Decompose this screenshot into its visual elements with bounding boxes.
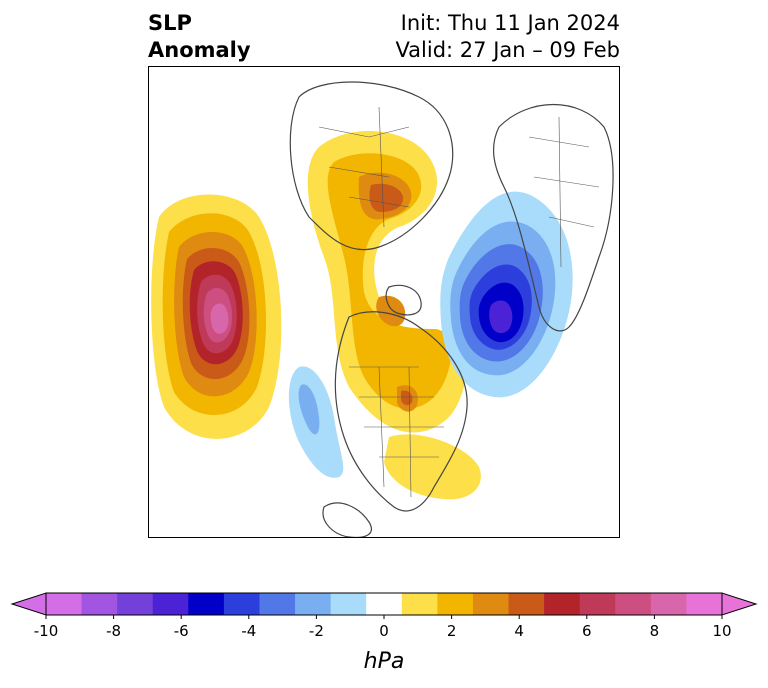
colorbar-tick-label: 0 — [379, 622, 389, 640]
colorbar-cell — [615, 593, 652, 615]
valid-range: Valid: 27 Jan – 09 Feb — [395, 38, 620, 62]
colorbar-cell — [330, 593, 367, 615]
colorbar-cells — [10, 592, 758, 616]
colorbar-cell — [544, 593, 581, 615]
slp-anomaly-map — [148, 66, 620, 538]
us-west-low — [288, 366, 344, 478]
colorbar-tick-label: 10 — [712, 622, 731, 640]
colorbar-cell — [259, 593, 296, 615]
colorbar-cell — [81, 593, 118, 615]
colorbar-cell — [188, 593, 225, 615]
colorbar-cell — [650, 593, 687, 615]
colorbar-svg: -10 -8 -6 -4 -2 0 2 4 6 8 10 hPa — [10, 592, 758, 674]
colorbar: -10 -8 -6 -4 -2 0 2 4 6 8 10 hPa — [0, 580, 768, 684]
colorbar-tick-label: -2 — [309, 622, 324, 640]
colorbar-tick-label: 2 — [447, 622, 457, 640]
map-canvas — [151, 81, 614, 537]
colorbar-extend-max — [721, 592, 758, 616]
colorbar-cell — [117, 593, 154, 615]
colorbar-cell — [366, 593, 403, 615]
colorbar-cell — [508, 593, 545, 615]
run-info: Init: Thu 11 Jan 2024 Valid: 27 Jan – 09… — [395, 10, 620, 64]
colorbar-tick-label: 6 — [582, 622, 592, 640]
colorbar-cell — [295, 593, 332, 615]
colorbar-cell — [152, 593, 189, 615]
colorbar-ticks: -10 -8 -6 -4 -2 0 2 4 6 8 10 — [34, 615, 732, 640]
colorbar-tick-label: 8 — [650, 622, 660, 640]
colorbar-tick-label: 4 — [514, 622, 524, 640]
map-title: SLP Anomaly — [148, 10, 251, 64]
colorbar-cell — [401, 593, 438, 615]
siberia-arctic-high — [307, 130, 481, 500]
north-atlantic-europe-low — [440, 191, 573, 398]
colorbar-cell — [46, 593, 83, 615]
colorbar-cell — [223, 593, 260, 615]
title-line-2: Anomaly — [148, 38, 251, 62]
colorbar-cell — [437, 593, 474, 615]
borders — [318, 106, 600, 498]
colorbar-tick-label: -6 — [174, 622, 189, 640]
colorbar-tick-label: -10 — [34, 622, 59, 640]
title-line-1: SLP — [148, 11, 192, 35]
colorbar-tick-label: -4 — [241, 622, 256, 640]
init-date: Init: Thu 11 Jan 2024 — [400, 11, 620, 35]
colorbar-tick-label: -8 — [106, 622, 121, 640]
colorbar-unit: hPa — [364, 649, 405, 674]
colorbar-extend-min — [10, 592, 47, 616]
coastlines — [289, 81, 614, 537]
colorbar-cell — [472, 593, 510, 615]
colorbar-cell — [686, 593, 723, 615]
north-pacific-high — [151, 194, 282, 439]
colorbar-cell — [579, 593, 616, 615]
